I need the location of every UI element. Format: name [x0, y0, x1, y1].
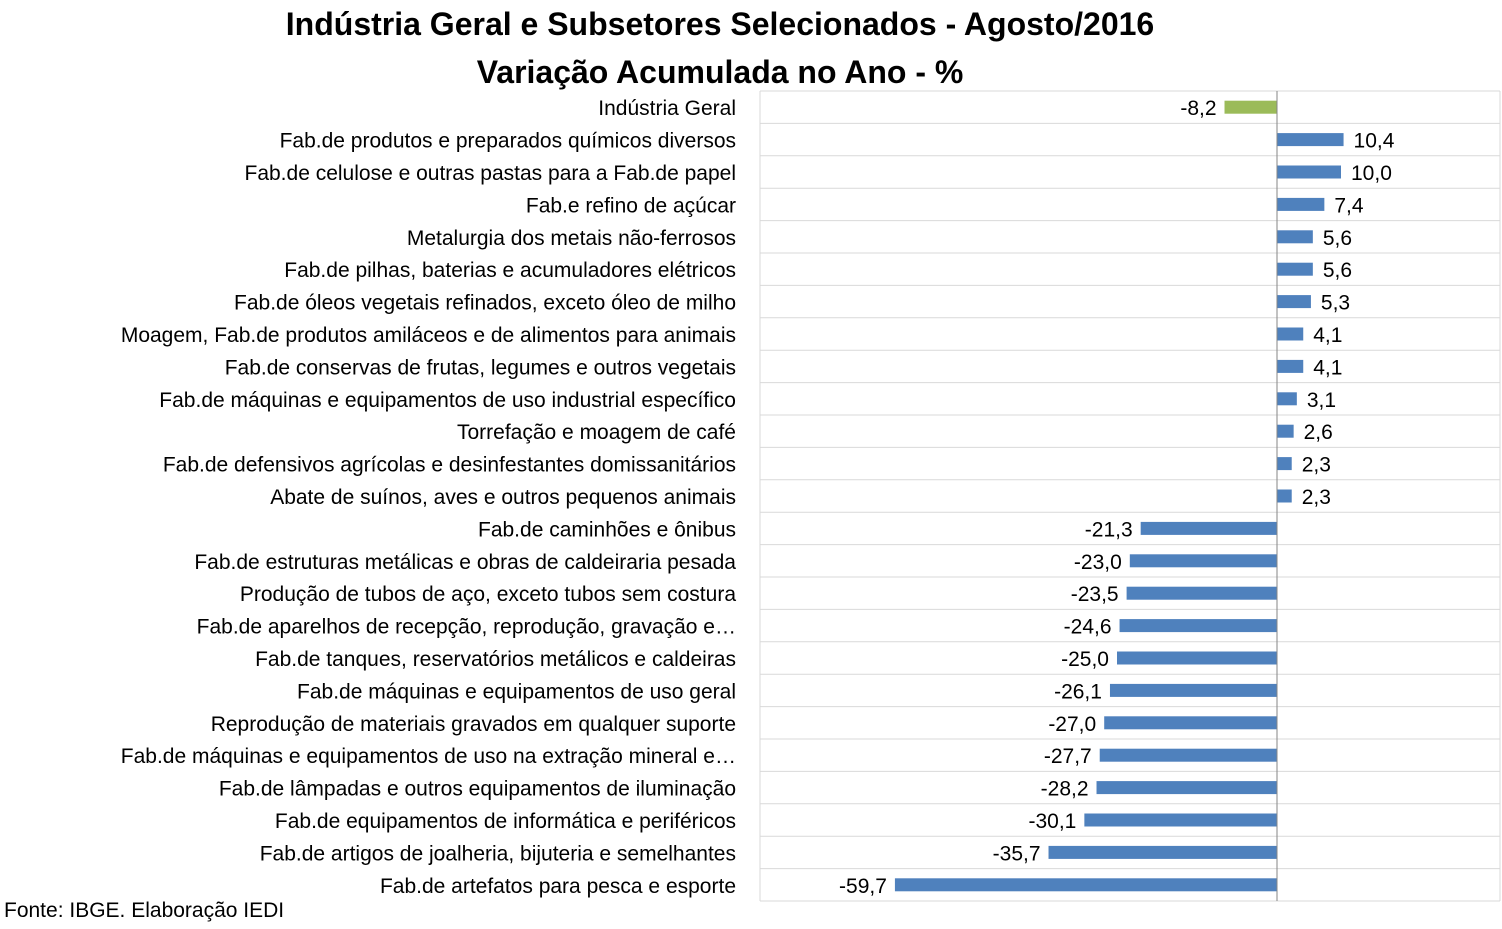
category-label: Fab.de celulose e outras pastas para a F… — [245, 162, 737, 185]
data-label: -26,1 — [1054, 680, 1102, 703]
bar — [1277, 359, 1304, 373]
bar — [1096, 781, 1277, 795]
category-label: Fab.de óleos vegetais refinados, exceto … — [234, 292, 736, 315]
category-label: Fab.de equipamentos de informática e per… — [275, 810, 736, 833]
data-label: -28,2 — [1041, 778, 1089, 801]
bar — [1224, 100, 1277, 114]
bar — [1277, 197, 1325, 211]
data-label: 5,3 — [1321, 292, 1350, 315]
bar — [1277, 424, 1294, 438]
data-label: -25,0 — [1061, 648, 1109, 671]
data-label: 5,6 — [1323, 259, 1352, 282]
bar — [1104, 716, 1277, 730]
category-label: Fab.de lâmpadas e outros equipamentos de… — [219, 778, 736, 801]
chart-title: Indústria Geral e Subsetores Selecionado… — [285, 6, 1155, 42]
data-label: 7,4 — [1334, 194, 1364, 217]
bar — [1117, 651, 1277, 665]
category-label: Fab.de pilhas, baterias e acumuladores e… — [284, 259, 736, 282]
data-label: -27,0 — [1048, 713, 1096, 736]
category-label: Metalurgia dos metais não-ferrosos — [407, 227, 736, 250]
data-label: 3,1 — [1307, 389, 1336, 412]
bar — [1277, 165, 1341, 179]
data-label: 10,4 — [1354, 130, 1395, 153]
bar — [1119, 619, 1277, 633]
category-label: Moagem, Fab.de produtos amiláceos e de a… — [121, 324, 736, 347]
data-label: 2,6 — [1304, 421, 1333, 444]
bar — [1140, 521, 1277, 535]
data-label: -23,0 — [1074, 551, 1122, 574]
category-label: Reprodução de materiais gravados em qual… — [211, 713, 736, 736]
category-label: Fab.de máquinas e equipamentos de uso ge… — [297, 680, 736, 703]
bar — [1277, 295, 1311, 309]
category-label: Indústria Geral — [598, 97, 736, 120]
data-label: 4,1 — [1313, 356, 1342, 379]
bar — [1109, 683, 1277, 697]
category-label: Fab.de máquinas e equipamentos de uso in… — [159, 389, 736, 412]
data-label: -23,5 — [1071, 583, 1119, 606]
data-label: -35,7 — [993, 842, 1041, 865]
data-label: -21,3 — [1085, 518, 1133, 541]
bar — [1099, 748, 1277, 762]
category-label: Fab.de tanques, reservatórios metálicos … — [255, 648, 736, 671]
source-note: Fonte: IBGE. Elaboração IEDI — [4, 899, 285, 922]
bar — [1129, 554, 1277, 568]
data-label: -24,6 — [1064, 616, 1112, 639]
data-label: -8,2 — [1180, 97, 1216, 120]
data-label: -27,7 — [1044, 745, 1092, 768]
category-label: Torrefação e moagem de café — [457, 421, 736, 444]
bar — [1126, 586, 1277, 600]
bar — [1277, 327, 1304, 341]
data-label: -30,1 — [1028, 810, 1076, 833]
bar — [1277, 392, 1297, 406]
bar — [1277, 457, 1292, 471]
category-label: Fab.de estruturas metálicas e obras de c… — [194, 551, 736, 574]
category-label: Fab.de produtos e preparados químicos di… — [280, 130, 736, 153]
data-label: -59,7 — [839, 875, 887, 898]
bar — [1277, 230, 1313, 244]
category-label: Fab.de artefatos para pesca e esporte — [380, 875, 736, 898]
data-label: 4,1 — [1313, 324, 1342, 347]
category-label: Fab.e refino de açúcar — [526, 194, 736, 217]
bar — [1084, 813, 1277, 827]
category-label: Produção de tubos de aço, exceto tubos s… — [240, 583, 736, 606]
category-label: Fab.de conservas de frutas, legumes e ou… — [225, 356, 736, 379]
data-label: 10,0 — [1351, 162, 1392, 185]
bar — [1048, 845, 1277, 859]
data-label: 2,3 — [1302, 454, 1331, 477]
category-label: Fab.de aparelhos de recepção, reprodução… — [197, 616, 736, 639]
category-label: Fab.de artigos de joalheria, bijuteria e… — [260, 842, 736, 865]
bar — [1277, 489, 1292, 503]
bar — [1277, 262, 1313, 276]
category-label: Fab.de defensivos agrícolas e desinfesta… — [163, 454, 736, 477]
category-label: Fab.de máquinas e equipamentos de uso na… — [121, 745, 736, 768]
category-label: Fab.de caminhões e ônibus — [478, 518, 736, 541]
category-label: Abate de suínos, aves e outros pequenos … — [270, 486, 736, 509]
data-label: 5,6 — [1323, 227, 1352, 250]
data-label: 2,3 — [1302, 486, 1331, 509]
bar — [894, 878, 1277, 892]
chart-subtitle: Variação Acumulada no Ano - % — [476, 54, 964, 90]
bar — [1277, 133, 1344, 147]
